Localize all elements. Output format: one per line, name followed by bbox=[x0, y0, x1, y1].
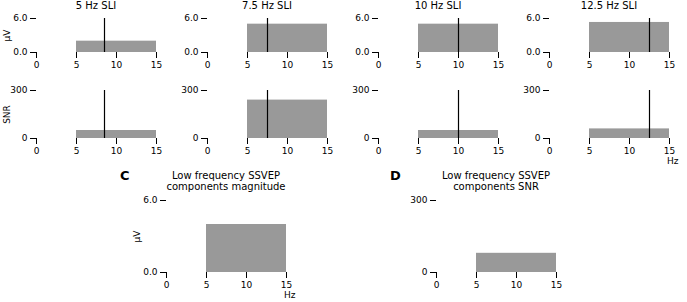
svg-text:5: 5 bbox=[245, 146, 251, 156]
svg-text:10: 10 bbox=[282, 146, 294, 156]
svg-text:0: 0 bbox=[434, 280, 440, 290]
svg-text:15: 15 bbox=[151, 60, 162, 70]
html-text:C: C bbox=[120, 168, 130, 183]
svg-text:10: 10 bbox=[111, 60, 123, 70]
svg-text:300: 300 bbox=[523, 85, 540, 95]
svg-text:15: 15 bbox=[281, 280, 292, 290]
html-text:10 Hz SLI: 10 Hz SLI bbox=[414, 0, 462, 11]
svg-text:10: 10 bbox=[624, 146, 636, 156]
svg-text:0: 0 bbox=[22, 133, 28, 143]
svg-text:10: 10 bbox=[241, 280, 253, 290]
svg-text:5: 5 bbox=[587, 60, 593, 70]
svg-text:0: 0 bbox=[376, 146, 382, 156]
svg-text:10: 10 bbox=[111, 146, 123, 156]
svg-text:10: 10 bbox=[624, 60, 636, 70]
svg-text:6.0: 6.0 bbox=[184, 13, 199, 23]
svg-text:Hz: Hz bbox=[667, 156, 679, 166]
svg-text:μV: μV bbox=[2, 29, 12, 42]
svg-text:5: 5 bbox=[587, 146, 593, 156]
html-text:7.5 Hz SLI: 7.5 Hz SLI bbox=[242, 0, 292, 11]
svg-text:15: 15 bbox=[493, 60, 504, 70]
svg-text:10: 10 bbox=[453, 146, 465, 156]
svg-text:0: 0 bbox=[422, 267, 428, 277]
svg-text:SNR: SNR bbox=[2, 105, 12, 124]
svg-text:15: 15 bbox=[322, 146, 333, 156]
svg-text:μV: μV bbox=[132, 230, 142, 243]
html-text:5 Hz SLI: 5 Hz SLI bbox=[75, 0, 117, 11]
svg-text:0: 0 bbox=[34, 60, 40, 70]
svg-text:15: 15 bbox=[151, 146, 162, 156]
svg-text:0: 0 bbox=[164, 280, 170, 290]
svg-text:15: 15 bbox=[322, 60, 333, 70]
svg-text:5: 5 bbox=[416, 146, 422, 156]
svg-text:300: 300 bbox=[181, 85, 198, 95]
svg-text:15: 15 bbox=[493, 146, 504, 156]
svg-text:10: 10 bbox=[511, 280, 523, 290]
svg-text:0.0: 0.0 bbox=[184, 47, 199, 57]
svg-text:0: 0 bbox=[547, 146, 553, 156]
svg-text:15: 15 bbox=[551, 280, 562, 290]
svg-text:0.0: 0.0 bbox=[13, 47, 28, 57]
svg-text:0: 0 bbox=[535, 133, 541, 143]
svg-text:6.0: 6.0 bbox=[526, 13, 541, 23]
svg-text:0: 0 bbox=[34, 146, 40, 156]
svg-text:6.0: 6.0 bbox=[13, 13, 28, 23]
svg-text:0.0: 0.0 bbox=[526, 47, 541, 57]
svg-text:6.0: 6.0 bbox=[143, 195, 158, 205]
html-text:Low frequency SSVEP components: Low frequency SSVEP components magnitude bbox=[166, 170, 286, 192]
svg-text:300: 300 bbox=[352, 85, 369, 95]
svg-text:0.0: 0.0 bbox=[143, 267, 158, 277]
svg-text:300: 300 bbox=[410, 195, 427, 205]
svg-text:5: 5 bbox=[474, 280, 480, 290]
svg-text:0: 0 bbox=[547, 60, 553, 70]
svg-text:5: 5 bbox=[74, 60, 80, 70]
svg-text:6.0: 6.0 bbox=[355, 13, 370, 23]
svg-text:5: 5 bbox=[204, 280, 210, 290]
svg-text:0: 0 bbox=[376, 60, 382, 70]
svg-text:0: 0 bbox=[205, 146, 211, 156]
svg-text:5: 5 bbox=[416, 60, 422, 70]
svg-text:10: 10 bbox=[282, 60, 294, 70]
svg-text:Hz: Hz bbox=[284, 290, 296, 300]
html-text:12.5 Hz SLI: 12.5 Hz SLI bbox=[580, 0, 638, 11]
svg-text:0.0: 0.0 bbox=[355, 47, 370, 57]
html-text:D: D bbox=[390, 168, 401, 183]
svg-text:5: 5 bbox=[74, 146, 80, 156]
svg-text:15: 15 bbox=[664, 60, 675, 70]
svg-text:0: 0 bbox=[364, 133, 370, 143]
svg-text:10: 10 bbox=[453, 60, 465, 70]
svg-text:0: 0 bbox=[205, 60, 211, 70]
svg-text:5: 5 bbox=[245, 60, 251, 70]
svg-text:0: 0 bbox=[193, 133, 199, 143]
svg-text:300: 300 bbox=[10, 85, 27, 95]
svg-text:15: 15 bbox=[664, 146, 675, 156]
html-text:Low frequency SSVEP components: Low frequency SSVEP components SNR bbox=[442, 170, 550, 192]
